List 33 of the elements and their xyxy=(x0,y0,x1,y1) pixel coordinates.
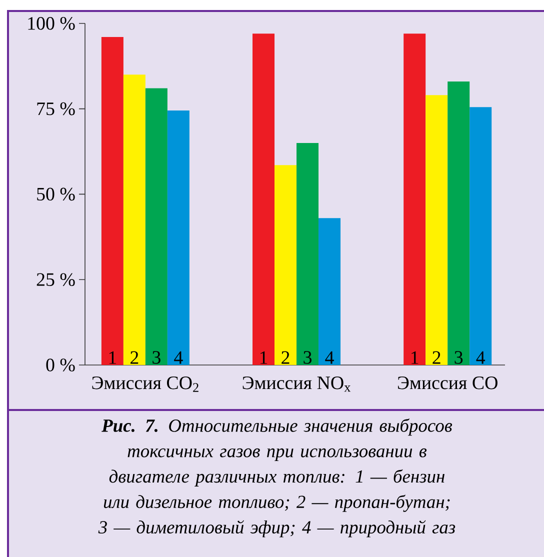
y-tick-label: 0 % xyxy=(46,358,75,372)
text: 3 xyxy=(454,351,463,364)
bar xyxy=(167,110,190,365)
x-tick-label: Эмиссия NO$_{x}$ xyxy=(242,376,351,392)
y-tick-label: 75 % xyxy=(37,102,75,116)
text: 4 xyxy=(325,351,334,364)
text: 2 xyxy=(432,351,440,364)
series-label: 3 xyxy=(152,351,160,364)
text: 1 xyxy=(260,351,268,364)
text: 3 xyxy=(304,351,312,364)
bar xyxy=(252,34,275,365)
bar xyxy=(404,34,426,365)
bar xyxy=(145,88,168,365)
y-tick-label: 50 % xyxy=(37,188,75,201)
bar xyxy=(470,107,492,365)
bar xyxy=(448,81,470,365)
bar xyxy=(296,142,319,365)
bar xyxy=(426,95,448,365)
series-label: 1 xyxy=(109,351,116,364)
y-tick-label: 25 % xyxy=(36,273,75,286)
text: Рис. 7. Относительные значения выбросов токсичных газов при использовании в двигателе различных топлив: 1 — бензин или дизельное топливо; 2 — пропан-бутан; 3 — диметиловый эфир; 4 — природный газ xyxy=(98,418,456,538)
series-label: 2 xyxy=(130,351,138,364)
x-tick-label: Эмиссия CO xyxy=(398,376,498,390)
y-tick-label: 100 % xyxy=(28,16,75,30)
text: 1 xyxy=(412,351,418,364)
series-label: 4 xyxy=(174,351,183,364)
text: 4 xyxy=(476,351,486,364)
bar xyxy=(101,37,124,365)
text: 2 xyxy=(282,351,290,364)
x-tick-label: Эмиссия CO$_{2}$ xyxy=(92,376,198,392)
bar xyxy=(318,218,341,365)
bar xyxy=(274,165,297,365)
bar xyxy=(123,74,146,365)
